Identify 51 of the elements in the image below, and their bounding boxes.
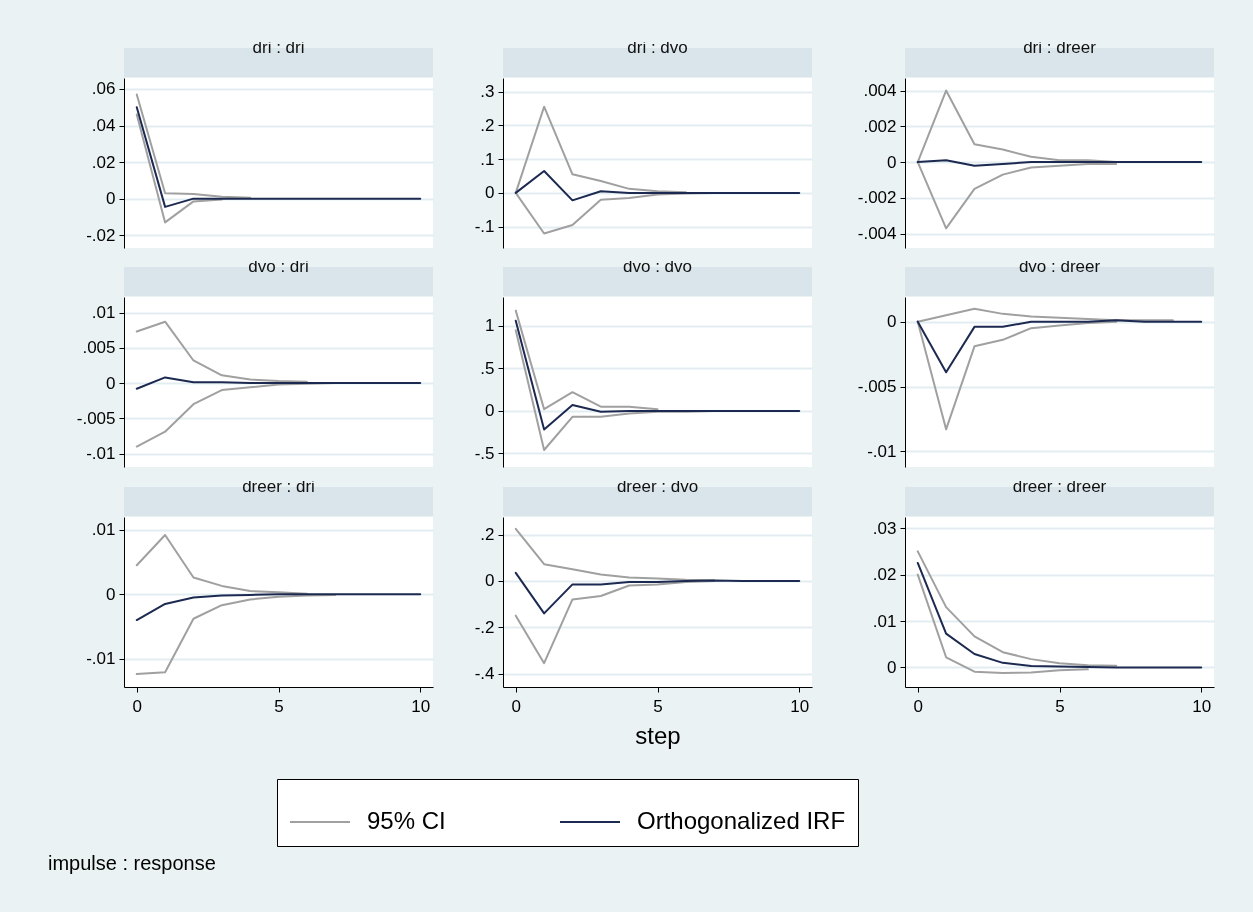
x-tick-label: 5 — [1055, 696, 1065, 716]
y-tick-label: .02 — [872, 565, 897, 585]
y-tick-label: -.01 — [86, 444, 116, 464]
y-tick-label: .01 — [872, 611, 897, 631]
y-tick-label: .03 — [872, 518, 897, 538]
y-tick-label: .01 — [91, 520, 116, 540]
y-tick-label: -.01 — [867, 441, 897, 461]
y-tick-label: 1 — [485, 316, 495, 336]
x-tick-label: 10 — [790, 696, 810, 716]
y-tick-label: 0 — [887, 312, 897, 332]
y-tick-label: 0 — [485, 571, 495, 591]
legend-label: Orthogonalized IRF — [637, 807, 846, 834]
y-tick-label: 0 — [887, 657, 897, 677]
x-tick-label: 10 — [1192, 696, 1212, 716]
y-tick-label: -.02 — [86, 225, 116, 245]
y-tick-label: -.005 — [857, 377, 897, 397]
y-tick-label: .06 — [91, 79, 116, 99]
y-tick-label: .2 — [480, 525, 495, 545]
y-tick-label: .005 — [82, 338, 116, 358]
y-tick-label: 0 — [106, 373, 116, 393]
y-tick-label: .2 — [480, 115, 495, 135]
y-tick-label: -.1 — [474, 217, 495, 237]
y-tick-label: -.002 — [857, 188, 897, 208]
y-tick-label: 0 — [887, 152, 897, 172]
y-tick-label: .004 — [863, 81, 897, 101]
y-tick-label: -.004 — [857, 224, 897, 244]
y-tick-label: .02 — [91, 152, 116, 172]
y-tick-label: -.5 — [474, 443, 495, 463]
x-tick-label: 0 — [511, 696, 521, 716]
x-tick-label: 5 — [653, 696, 663, 716]
y-tick-label: 0 — [485, 401, 495, 421]
y-tick-label: .01 — [91, 303, 116, 323]
y-tick-label: -.2 — [474, 617, 495, 637]
y-tick-label: .002 — [863, 116, 897, 136]
y-tick-label: 0 — [485, 183, 495, 203]
y-tick-label: 0 — [106, 189, 116, 209]
text: impulse : response — [48, 852, 216, 875]
x-tick-label: 5 — [274, 696, 284, 716]
y-tick-label: -.01 — [86, 649, 116, 669]
x-tick-label: 10 — [411, 696, 431, 716]
y-tick-label: .04 — [91, 116, 116, 136]
y-tick-label: .1 — [480, 149, 495, 169]
y-tick-label: .3 — [480, 82, 495, 102]
y-tick-label: .5 — [480, 358, 495, 378]
y-tick-label: -.005 — [76, 408, 116, 428]
y-tick-label: 0 — [106, 584, 116, 604]
y-tick-label: -.4 — [474, 664, 495, 684]
x-axis-title: step — [635, 721, 681, 749]
x-tick-label: 0 — [132, 696, 142, 716]
legend-label: 95% CI — [367, 807, 446, 834]
x-tick-label: 0 — [913, 696, 923, 716]
